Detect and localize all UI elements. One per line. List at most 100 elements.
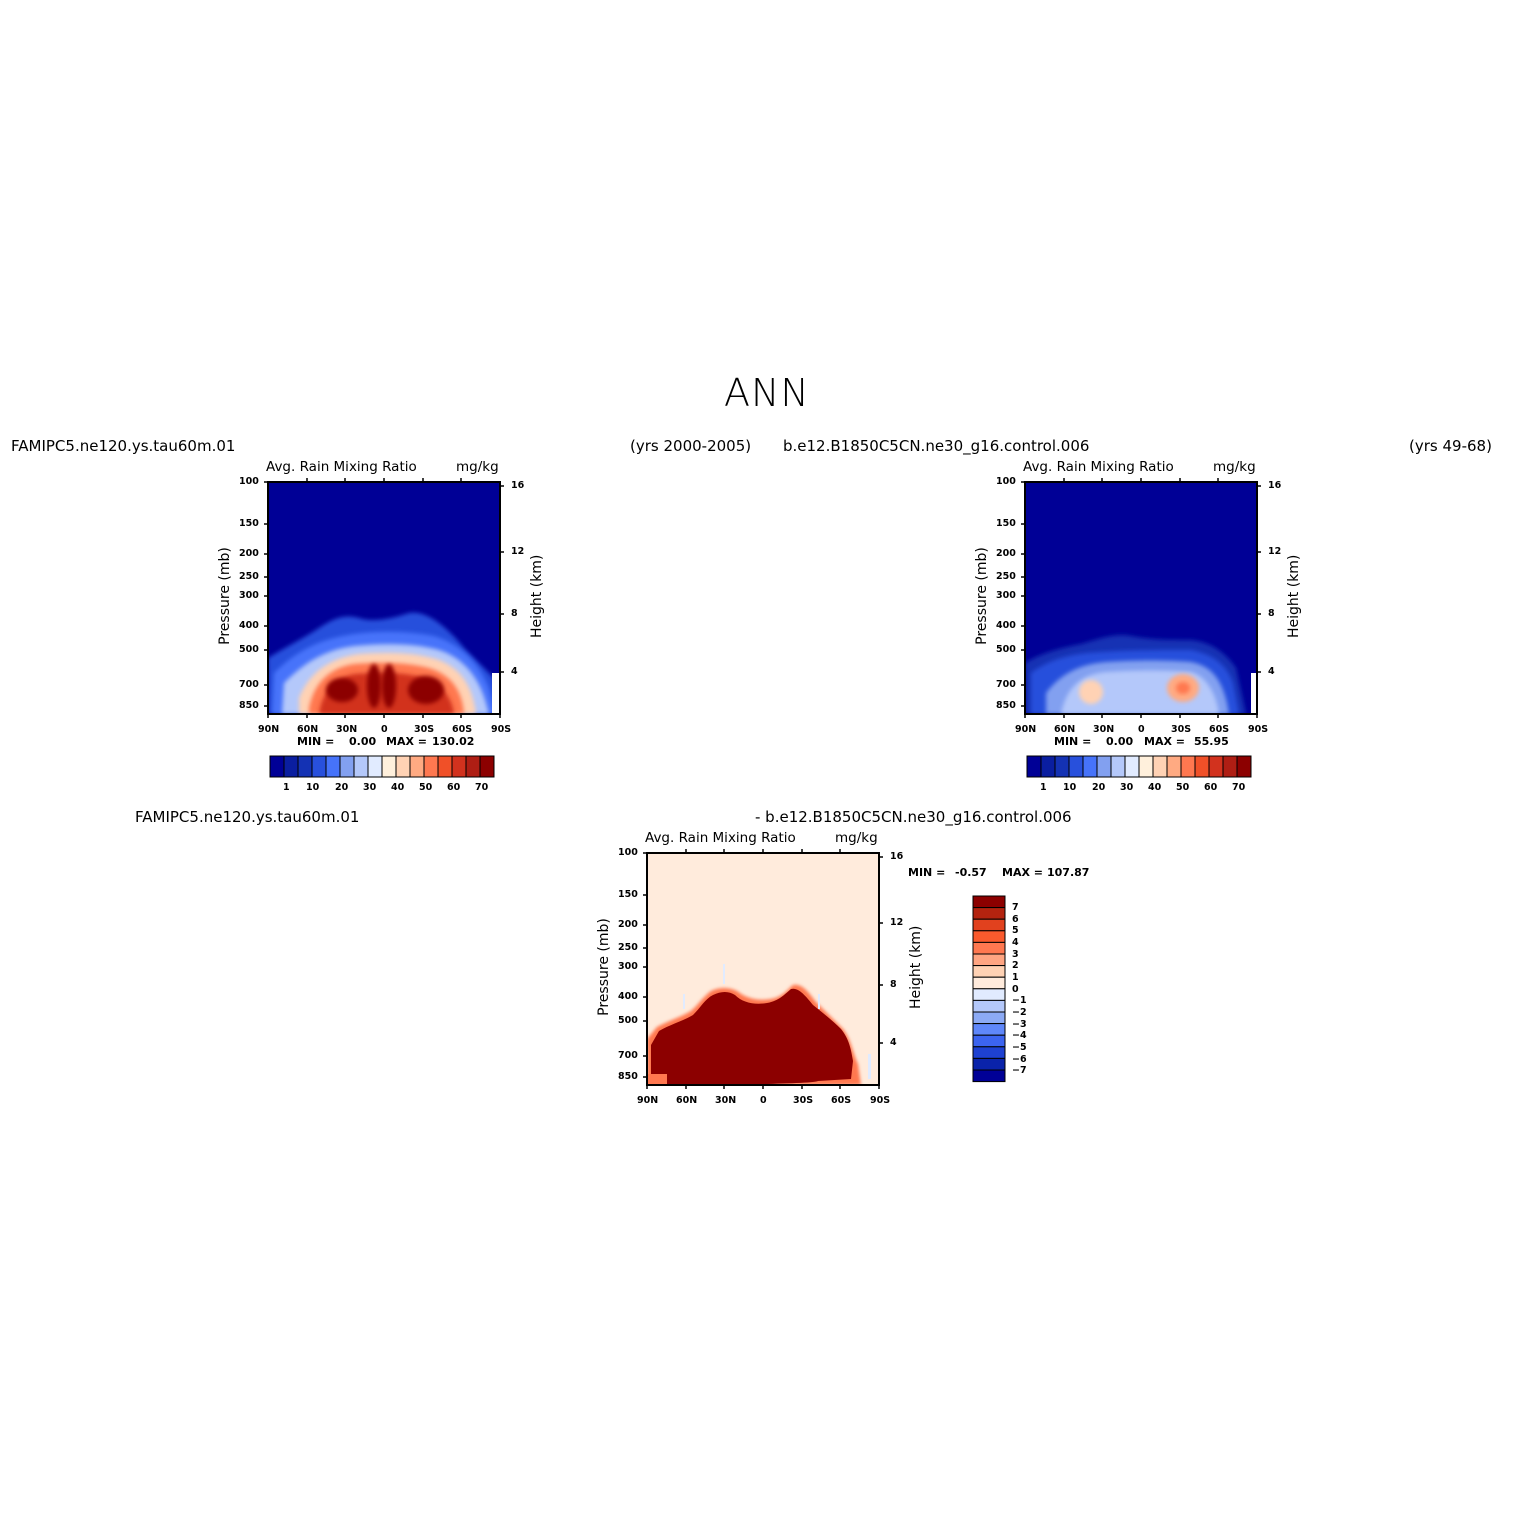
p2-ytick-200: 200 (996, 548, 1016, 559)
p1-ytick-700: 700 (239, 679, 259, 690)
p3-swatch (972, 988, 1006, 1001)
p1-swatch (325, 755, 341, 778)
p1-swatch (339, 755, 355, 778)
p3-ytick-700: 700 (618, 1050, 638, 1061)
p3-colorbar-swatches (972, 895, 1006, 1083)
p1-ytick-100: 100 (239, 476, 259, 487)
p3-cbar-label-4: 4 (1012, 937, 1019, 948)
p3-swatch (972, 1069, 1006, 1083)
figure-title: ANN (724, 371, 810, 415)
panel1-ticks (264, 478, 504, 718)
p1-swatch (465, 755, 481, 778)
p2-ylabel: Pressure (mb) (974, 547, 990, 645)
p1-cbar-label-10: 10 (306, 782, 320, 793)
p3-swatch (972, 953, 1006, 967)
panel2-ticks (1021, 478, 1261, 718)
case-b-label: b.e12.B1850C5CN.ne30_g16.control.006 (783, 437, 1090, 455)
p2-colorbar-swatches (1026, 755, 1252, 778)
p2-swatch (1152, 755, 1168, 778)
p2-ytick-700: 700 (996, 679, 1016, 690)
p2-cbar-label-50: 50 (1176, 782, 1190, 793)
p2-ytick-100: 100 (996, 476, 1016, 487)
p2-swatch (1068, 755, 1084, 778)
panel3-ticks (643, 849, 883, 1089)
p1-ytick-250: 250 (239, 571, 259, 582)
p2-min-label: MIN = (1054, 735, 1092, 748)
p3-swatch (972, 930, 1006, 943)
panel3-title: Avg. Rain Mixing Ratio (645, 830, 796, 846)
case-a-years: (yrs 2000-2005) (630, 437, 752, 455)
p3-ylabel-right: Height (km) (908, 925, 924, 1009)
p1-ytick-150: 150 (239, 518, 259, 529)
p1-max-label: MAX = (386, 735, 427, 748)
p1-swatch (297, 755, 313, 778)
p2-swatch (1166, 755, 1182, 778)
p1-ytick-400: 400 (239, 620, 259, 631)
p1-swatch (367, 755, 383, 778)
p1-swatch (283, 755, 299, 778)
panel2-title: Avg. Rain Mixing Ratio (1023, 459, 1174, 475)
p1-min-label: MIN = (297, 735, 335, 748)
panel2-colorbar (1026, 755, 1252, 778)
panel1-colorbar (269, 755, 495, 778)
p3-min-value: -0.57 (955, 866, 987, 879)
p2-min-value: 0.00 (1106, 735, 1134, 748)
p2-xtick-90N: 90N (1015, 724, 1037, 735)
p3-yrtick-4: 4 (890, 1037, 897, 1048)
panel1-title: Avg. Rain Mixing Ratio (266, 459, 417, 475)
p3-swatch (972, 999, 1006, 1013)
panel3-plot (643, 849, 883, 1089)
p2-cbar-label-30: 30 (1120, 782, 1134, 793)
p2-swatch (1026, 755, 1042, 778)
p3-cbar-label-m6: −6 (1012, 1054, 1027, 1065)
p3-yrtick-8: 8 (890, 979, 897, 990)
p3-swatch (972, 1011, 1006, 1025)
p3-swatch (972, 1057, 1006, 1071)
p1-cbar-label-1: 1 (283, 782, 290, 793)
p2-ylabel-right: Height (km) (1286, 554, 1302, 638)
p2-swatch (1194, 755, 1210, 778)
p3-swatch (972, 918, 1006, 932)
p2-yrtick-12: 12 (1268, 546, 1282, 557)
p2-yrtick-4: 4 (1268, 666, 1275, 677)
p3-cbar-label-m5: −5 (1012, 1042, 1027, 1053)
p3-cbar-label-0: 0 (1012, 984, 1019, 995)
p1-swatch (409, 755, 425, 778)
p3-swatch (972, 976, 1006, 990)
p1-swatch (479, 755, 495, 778)
p2-xtick-30S: 30S (1171, 724, 1192, 735)
diff-case-a-label: FAMIPC5.ne120.ys.tau60m.01 (135, 808, 360, 826)
p2-ytick-500: 500 (996, 644, 1016, 655)
p1-yrtick-16: 16 (511, 480, 525, 491)
p3-ytick-400: 400 (618, 991, 638, 1002)
p3-swatch (972, 895, 1006, 909)
p3-cbar-label-m1: −1 (1012, 995, 1027, 1006)
p2-cbar-label-1: 1 (1040, 782, 1047, 793)
p1-swatch (311, 755, 327, 778)
panel2-units: mg/kg (1213, 459, 1256, 475)
panel1-plot (264, 478, 504, 718)
diff-case-b-label: - b.e12.B1850C5CN.ne30_g16.control.006 (755, 808, 1072, 826)
p1-swatch (353, 755, 369, 778)
case-a-label: FAMIPC5.ne120.ys.tau60m.01 (11, 437, 236, 455)
p3-ytick-100: 100 (618, 847, 638, 858)
p1-cbar-label-50: 50 (419, 782, 433, 793)
p3-cbar-label-5: 5 (1012, 925, 1019, 936)
p2-ytick-300: 300 (996, 590, 1016, 601)
p2-xtick-60S: 60S (1209, 724, 1230, 735)
p2-cbar-label-20: 20 (1092, 782, 1106, 793)
p3-swatch (972, 965, 1006, 978)
p1-cbar-label-60: 60 (447, 782, 461, 793)
p1-xtick-60S: 60S (452, 724, 473, 735)
p1-colorbar-swatches (269, 755, 495, 778)
p1-swatch (423, 755, 439, 778)
p2-cbar-label-40: 40 (1148, 782, 1162, 793)
p1-ylabel: Pressure (mb) (217, 547, 233, 645)
p1-swatch (395, 755, 411, 778)
p3-cbar-label-m4: −4 (1012, 1030, 1027, 1041)
p3-max-value: 107.87 (1047, 866, 1090, 879)
p2-ytick-250: 250 (996, 571, 1016, 582)
p3-xtick-90S: 90S (870, 1095, 891, 1106)
p2-swatch (1082, 755, 1098, 778)
p3-xtick-30N: 30N (715, 1095, 737, 1106)
